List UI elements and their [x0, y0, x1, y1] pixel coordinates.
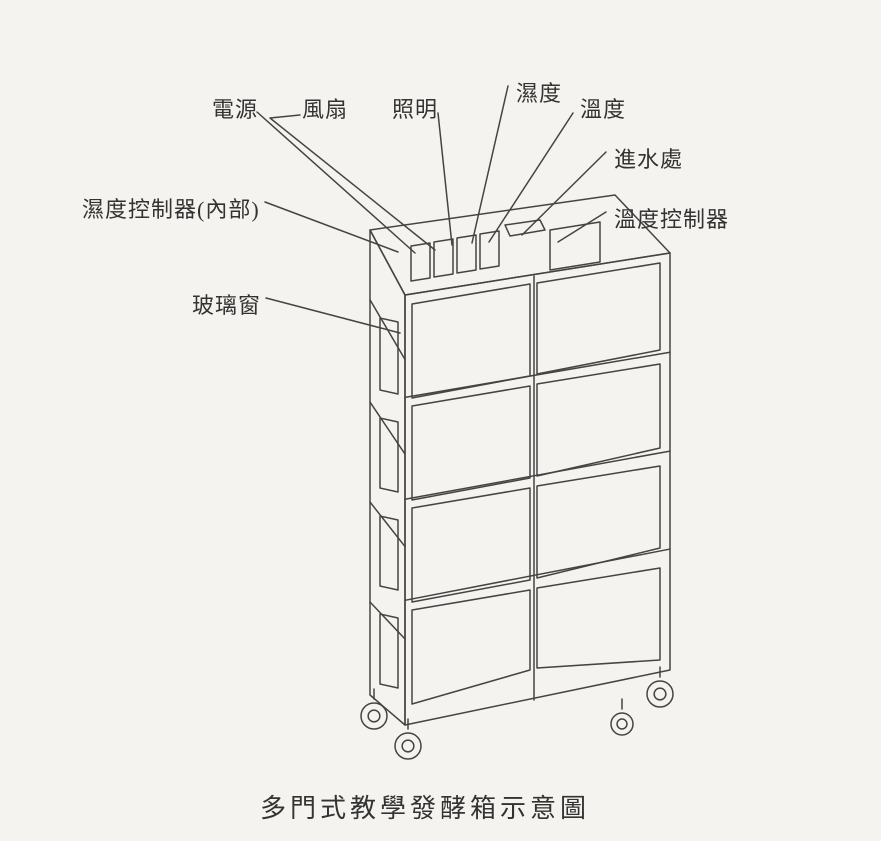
control-slot-3: [480, 231, 499, 269]
label-fan: 風扇: [302, 92, 348, 124]
label-glass-window: 玻璃窗: [192, 288, 261, 320]
control-slot-1: [434, 239, 453, 277]
leader-fan: [270, 115, 435, 250]
left-seam-3: [370, 602, 405, 639]
left-seam-1: [370, 402, 405, 454]
caption: 多門式教學發酵箱示意圖: [260, 788, 590, 825]
left-door-panel-3: [380, 614, 398, 688]
leader-light: [438, 113, 452, 245]
label-water-inlet: 進水處: [614, 142, 683, 174]
caster-1: [395, 733, 421, 759]
label-humidity: 濕度: [516, 76, 562, 108]
caster-0: [361, 703, 387, 729]
door-panel-2: [412, 386, 530, 500]
label-humid-ctrl: 濕度控制器(內部): [82, 192, 260, 224]
label-temp-ctrl: 溫度控制器: [614, 202, 729, 234]
leader-power: [257, 112, 415, 253]
cabinet-left-face: [370, 230, 405, 725]
left-seam-2: [370, 502, 405, 547]
door-panel-5: [537, 466, 660, 578]
leader-humid-ctrl: [265, 202, 398, 252]
temp-controller-display: [550, 222, 600, 270]
door-panel-0: [412, 284, 530, 398]
diagram-svg: [0, 0, 881, 841]
caster-3: [611, 713, 633, 735]
leader-temperature: [489, 113, 573, 242]
leader-humidity: [472, 86, 508, 243]
control-slot-0: [411, 243, 430, 281]
door-panel-7: [537, 568, 660, 668]
door-panel-4: [412, 488, 530, 602]
water-inlet-slot: [505, 220, 545, 236]
label-light: 照明: [392, 92, 438, 124]
caster-2: [647, 681, 673, 707]
label-power: 電源: [212, 92, 258, 124]
label-temperature: 溫度: [580, 92, 626, 124]
door-panel-3: [537, 364, 660, 476]
door-panel-6: [412, 590, 530, 704]
